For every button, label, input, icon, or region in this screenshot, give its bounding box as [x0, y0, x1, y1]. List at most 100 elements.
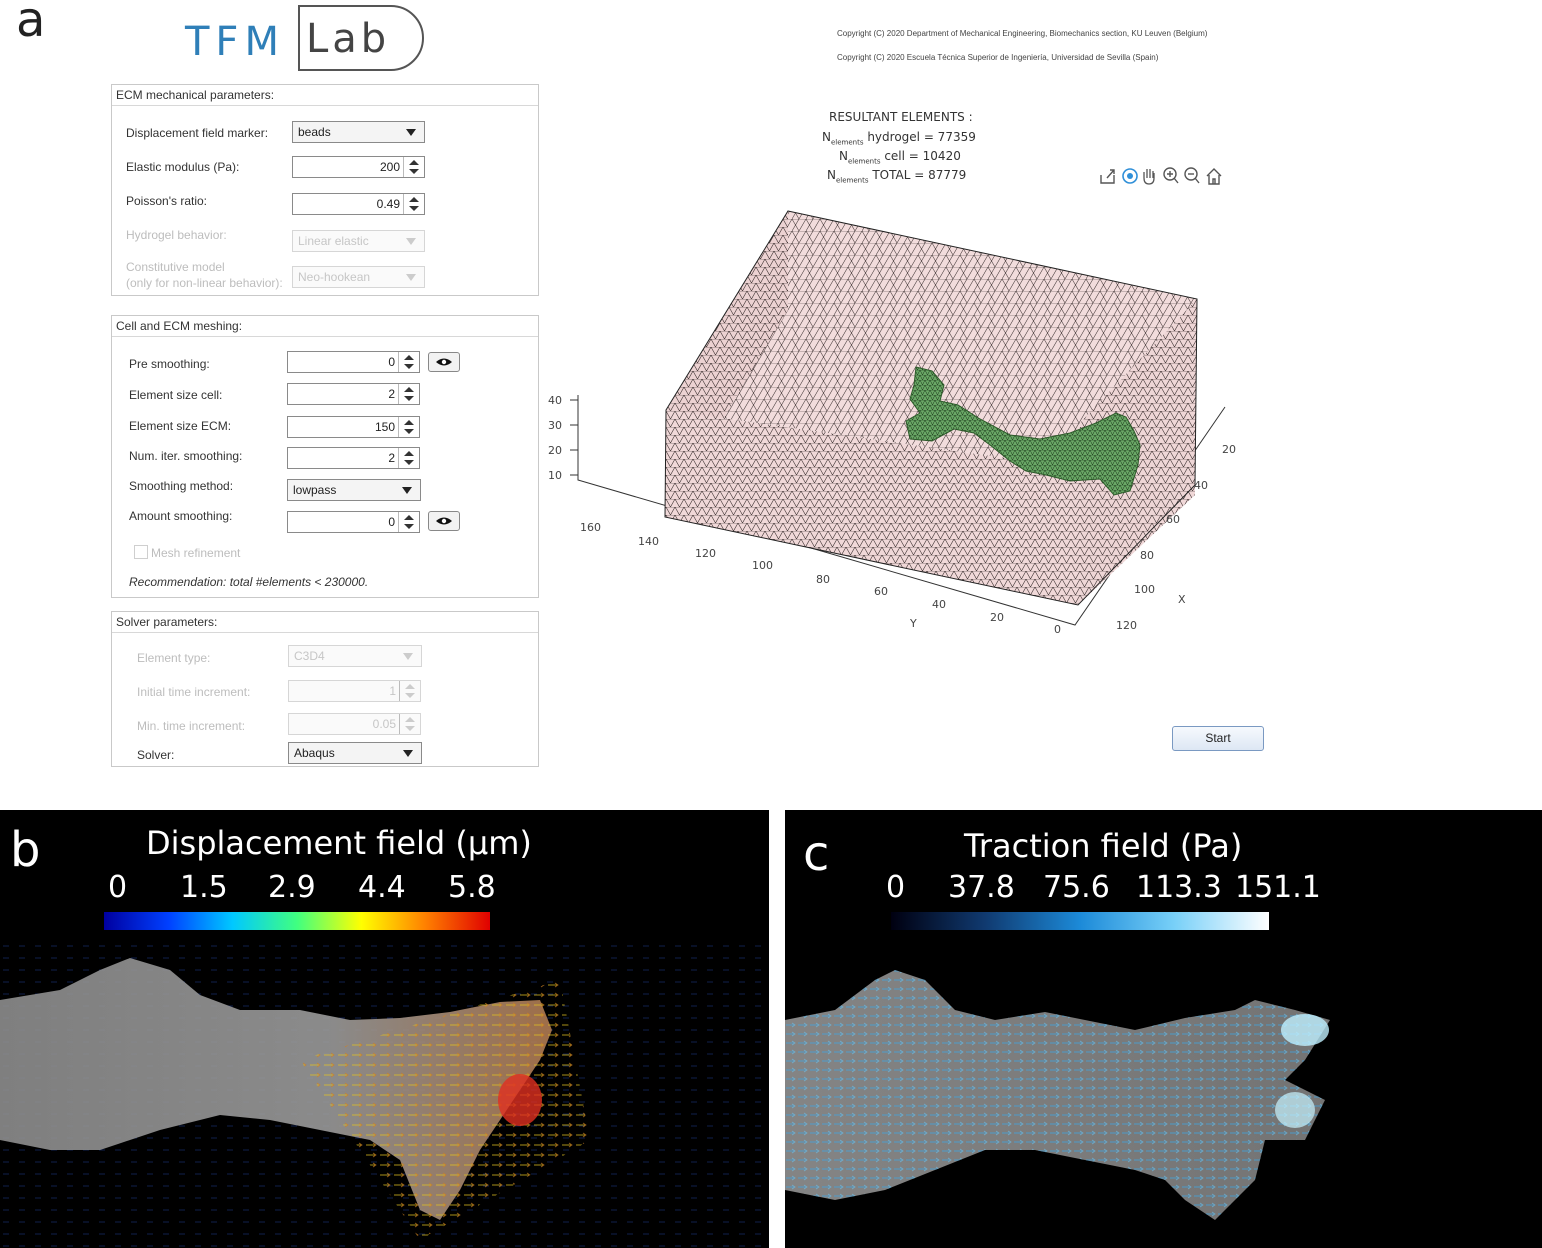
- traction-field-render: [785, 970, 1330, 1220]
- home-icon[interactable]: [1206, 168, 1222, 185]
- displacement-field-render: [0, 940, 769, 1248]
- tfmlab-logo: TFM Lab: [185, 5, 430, 75]
- y-tick-label: 40: [932, 598, 946, 611]
- n-symbol: N: [839, 149, 848, 163]
- x-tick-label: 80: [1140, 549, 1154, 562]
- displacement-tick: 5.8: [448, 870, 496, 905]
- num-iter-smoothing-label: Num. iter. smoothing:: [129, 449, 243, 463]
- z-tick-label: 30: [548, 419, 562, 432]
- ecm-parameters-group: ECM mechanical parameters: Displacement …: [111, 84, 539, 296]
- x-tick-label: 120: [1116, 619, 1137, 632]
- ecm-group-title: ECM mechanical parameters:: [112, 85, 538, 106]
- element-size-cell-spinner[interactable]: 2: [287, 383, 420, 405]
- z-tick-label: 20: [548, 444, 562, 457]
- z-tick-label: 40: [548, 394, 562, 407]
- min-time-increment-spinner[interactable]: 0.05: [288, 713, 421, 735]
- n-subscript: elements: [830, 138, 864, 147]
- panel-letter-c: c: [803, 826, 830, 882]
- cell-count: cell = 10420: [884, 149, 961, 163]
- spinner-arrows-icon[interactable]: [403, 157, 424, 177]
- hydrogel-behavior-value: Linear elastic: [298, 234, 369, 248]
- element-type-label: Element type:: [137, 651, 211, 665]
- z-tick-label: 10: [548, 469, 562, 482]
- hydrogel-behavior-select[interactable]: Linear elastic: [292, 230, 425, 252]
- displacement-marker-select[interactable]: beads: [292, 121, 425, 143]
- preview-amount-smoothing-button[interactable]: [428, 511, 460, 531]
- pan-icon[interactable]: [1143, 169, 1155, 185]
- eye-icon: [436, 517, 452, 525]
- smoothing-method-select[interactable]: lowpass: [287, 479, 421, 501]
- x-tick-label: 60: [1166, 513, 1180, 526]
- poisson-ratio-spinner[interactable]: 0.49: [292, 193, 425, 215]
- element-type-select[interactable]: C3D4: [288, 645, 422, 667]
- zoom-out-icon[interactable]: [1184, 167, 1200, 184]
- x-tick-label: 40: [1194, 479, 1208, 492]
- traction-tick: 151.1: [1235, 870, 1321, 905]
- num-iter-smoothing-value: 2: [388, 451, 395, 465]
- eye-icon: [436, 358, 452, 366]
- element-size-cell-label: Element size cell:: [129, 388, 223, 402]
- constitutive-model-label: Constitutive model: [126, 260, 225, 274]
- preview-pre-smoothing-button[interactable]: [428, 352, 460, 372]
- n-symbol: N: [822, 130, 831, 144]
- pre-smoothing-label: Pre smoothing:: [129, 357, 210, 371]
- copyright-line-1: Copyright (C) 2020 Department of Mechani…: [837, 29, 1208, 38]
- elastic-modulus-spinner[interactable]: 200: [292, 156, 425, 178]
- cell-mesh: [905, 366, 1141, 496]
- y-tick-label: 120: [695, 547, 716, 560]
- mesh-refinement-checkbox[interactable]: [134, 545, 148, 559]
- pre-smoothing-value: 0: [388, 355, 395, 369]
- mesh-3d-plot[interactable]: 40 30 20 10 160 140 120 100 80 60 40 20 …: [540, 195, 1260, 645]
- displacement-field-panel: b Displacement field (µm) 0 1.5 2.9 4.4 …: [0, 810, 769, 1248]
- spinner-arrows-icon[interactable]: [399, 681, 420, 701]
- zoom-in-icon[interactable]: [1163, 167, 1179, 184]
- traction-tick: 113.3: [1136, 870, 1222, 905]
- constitutive-model-select[interactable]: Neo-hookean: [292, 266, 425, 288]
- x-axis-label: X: [1178, 593, 1186, 606]
- pre-smoothing-spinner[interactable]: 0: [287, 351, 420, 373]
- n-subscript: elements: [847, 157, 881, 166]
- y-tick-label: 0: [1054, 623, 1061, 636]
- amount-smoothing-spinner[interactable]: 0: [287, 511, 420, 533]
- meshing-group: Cell and ECM meshing: Pre smoothing: 0 E…: [111, 315, 539, 598]
- panel-letter-a: a: [16, 0, 46, 48]
- spinner-arrows-icon[interactable]: [403, 194, 424, 214]
- spinner-arrows-icon[interactable]: [398, 352, 419, 372]
- chevron-down-icon: [403, 653, 413, 660]
- initial-time-increment-spinner[interactable]: 1: [288, 680, 421, 702]
- logo-tfm-text: TFM: [185, 19, 285, 65]
- z-axis-ticks: 40 30 20 10: [548, 394, 578, 482]
- spinner-arrows-icon[interactable]: [398, 384, 419, 404]
- spinner-arrows-icon[interactable]: [398, 512, 419, 532]
- displacement-tick: 2.9: [268, 870, 316, 905]
- constitutive-model-value: Neo-hookean: [298, 270, 371, 284]
- traction-colorbar: [891, 912, 1269, 930]
- amount-smoothing-value: 0: [388, 515, 395, 529]
- y-tick-label: 20: [990, 611, 1004, 624]
- smoothing-method-label: Smoothing method:: [129, 479, 234, 493]
- elastic-modulus-label: Elastic modulus (Pa):: [126, 160, 240, 174]
- solver-label: Solver:: [137, 748, 175, 762]
- start-button[interactable]: Start: [1172, 726, 1264, 751]
- displacement-colorbar-title: Displacement field (µm): [146, 824, 532, 862]
- x-tick-label: 100: [1134, 583, 1155, 596]
- solver-select[interactable]: Abaqus: [288, 742, 422, 764]
- poisson-ratio-value: 0.49: [376, 197, 400, 211]
- chevron-down-icon: [406, 274, 416, 281]
- resultant-title: RESULTANT ELEMENTS :: [829, 110, 973, 124]
- min-time-increment-label: Min. time increment:: [137, 719, 246, 733]
- spinner-arrows-icon[interactable]: [399, 714, 420, 734]
- spinner-arrows-icon[interactable]: [398, 417, 419, 437]
- hydrogel-count: hydrogel = 77359: [867, 130, 976, 144]
- solver-value: Abaqus: [294, 746, 335, 760]
- amount-smoothing-label: Amount smoothing:: [129, 509, 233, 523]
- y-tick-label: 100: [752, 559, 773, 572]
- spinner-arrows-icon[interactable]: [398, 448, 419, 468]
- constitutive-model-sublabel: (only for non-linear behavior):: [126, 276, 283, 290]
- rotate-icon[interactable]: [1122, 168, 1138, 184]
- traction-tick: 0: [886, 870, 906, 905]
- element-size-ecm-spinner[interactable]: 150: [287, 416, 420, 438]
- traction-colorbar-title: Traction field (Pa): [964, 827, 1243, 865]
- num-iter-smoothing-spinner[interactable]: 2: [287, 447, 420, 469]
- export-icon[interactable]: [1100, 169, 1115, 184]
